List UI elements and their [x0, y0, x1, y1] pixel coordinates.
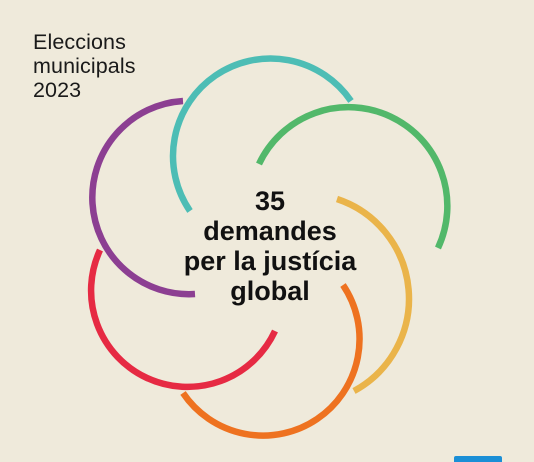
- ring-green: [256, 103, 451, 250]
- ring-purple: [89, 97, 196, 298]
- kicker-line-1: Eleccions: [33, 30, 126, 54]
- ring-yellow: [335, 195, 413, 394]
- ring-teal: [169, 55, 354, 213]
- corner-badge: [454, 456, 502, 462]
- kicker-line-3: 2023: [33, 78, 82, 102]
- ring-orange: [180, 283, 363, 439]
- headline-line-4: global: [230, 276, 310, 306]
- headline-line-3: per la justícia: [183, 246, 357, 276]
- election-kicker: Eleccions municipals 2023: [33, 30, 136, 102]
- kicker-line-2: municipals: [33, 54, 136, 78]
- headline-line-1: 35: [254, 186, 286, 216]
- headline: 35 demandes per la justícia global: [150, 186, 390, 306]
- headline-line-2: demandes: [203, 216, 337, 246]
- ring-red: [87, 248, 278, 391]
